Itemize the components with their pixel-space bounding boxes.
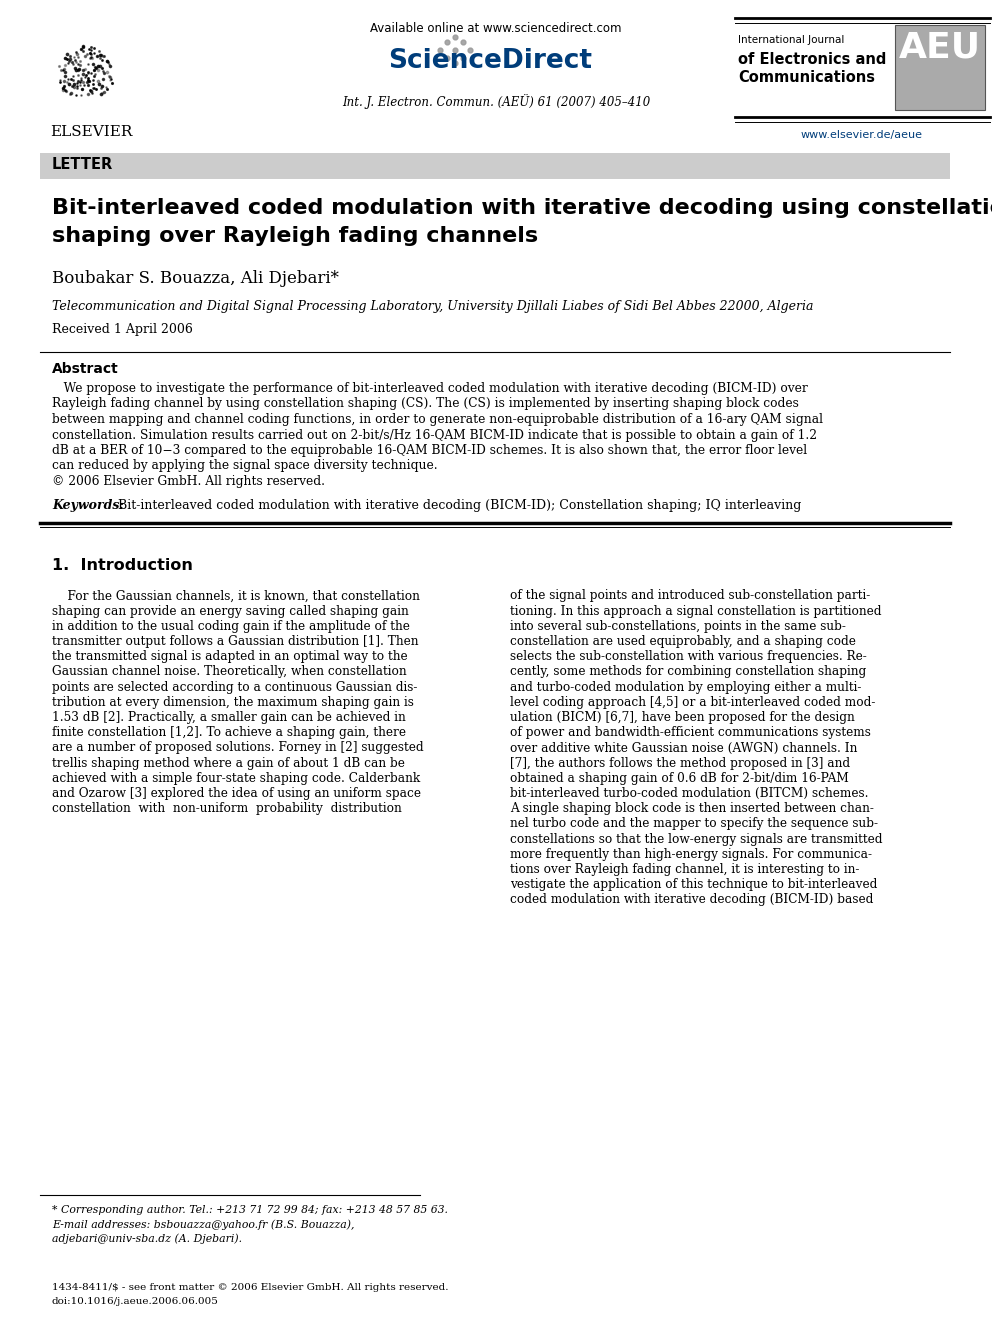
Text: Bit-interleaved coded modulation with iterative decoding (BICM-ID); Constellatio: Bit-interleaved coded modulation with it… xyxy=(118,499,802,512)
Text: tioning. In this approach a signal constellation is partitioned: tioning. In this approach a signal const… xyxy=(510,605,882,618)
Text: constellation. Simulation results carried out on 2-bit/s/Hz 16-QAM BICM-ID indic: constellation. Simulation results carrie… xyxy=(52,429,817,442)
Text: of Electronics and: of Electronics and xyxy=(738,52,887,67)
Text: Telecommunication and Digital Signal Processing Laboratory, University Djillali : Telecommunication and Digital Signal Pro… xyxy=(52,300,813,314)
Text: www.elsevier.de/aeue: www.elsevier.de/aeue xyxy=(801,130,923,140)
Text: Int. J. Electron. Commun. (AEÜ) 61 (2007) 405–410: Int. J. Electron. Commun. (AEÜ) 61 (2007… xyxy=(342,94,650,108)
Text: AEU: AEU xyxy=(899,30,981,64)
Text: constellations so that the low-energy signals are transmitted: constellations so that the low-energy si… xyxy=(510,832,883,845)
Text: 1.53 dB [2]. Practically, a smaller gain can be achieved in: 1.53 dB [2]. Practically, a smaller gain… xyxy=(52,710,406,724)
FancyBboxPatch shape xyxy=(40,153,950,179)
Text: LETTER: LETTER xyxy=(52,157,113,172)
Text: finite constellation [1,2]. To achieve a shaping gain, there: finite constellation [1,2]. To achieve a… xyxy=(52,726,406,740)
Text: Received 1 April 2006: Received 1 April 2006 xyxy=(52,323,192,336)
Text: ScienceDirect: ScienceDirect xyxy=(388,48,592,74)
Text: Rayleigh fading channel by using constellation shaping (CS). The (CS) is impleme: Rayleigh fading channel by using constel… xyxy=(52,397,799,410)
Text: Keywords:: Keywords: xyxy=(52,499,124,512)
Text: level coding approach [4,5] or a bit-interleaved coded mod-: level coding approach [4,5] or a bit-int… xyxy=(510,696,875,709)
Text: can reduced by applying the signal space diversity technique.: can reduced by applying the signal space… xyxy=(52,459,437,472)
Text: Available online at www.sciencedirect.com: Available online at www.sciencedirect.co… xyxy=(370,22,622,34)
Text: * Corresponding author. Tel.: +213 71 72 99 84; fax: +213 48 57 85 63.: * Corresponding author. Tel.: +213 71 72… xyxy=(52,1205,448,1215)
Text: E-mail addresses: bsbouazza@yahoo.fr (B.S. Bouazza),: E-mail addresses: bsbouazza@yahoo.fr (B.… xyxy=(52,1218,354,1229)
Text: constellation  with  non-uniform  probability  distribution: constellation with non-uniform probabili… xyxy=(52,802,402,815)
Text: Gaussian channel noise. Theoretically, when constellation: Gaussian channel noise. Theoretically, w… xyxy=(52,665,407,679)
Text: ulation (BICM) [6,7], have been proposed for the design: ulation (BICM) [6,7], have been proposed… xyxy=(510,710,855,724)
Text: Abstract: Abstract xyxy=(52,363,119,376)
Text: Bit-interleaved coded modulation with iterative decoding using constellation: Bit-interleaved coded modulation with it… xyxy=(52,198,992,218)
Text: between mapping and channel coding functions, in order to generate non-equiproba: between mapping and channel coding funct… xyxy=(52,413,823,426)
Text: coded modulation with iterative decoding (BICM-ID) based: coded modulation with iterative decoding… xyxy=(510,893,873,906)
Text: trellis shaping method where a gain of about 1 dB can be: trellis shaping method where a gain of a… xyxy=(52,757,405,770)
Text: Communications: Communications xyxy=(738,70,875,85)
Text: points are selected according to a continuous Gaussian dis-: points are selected according to a conti… xyxy=(52,681,418,693)
Text: 1.  Introduction: 1. Introduction xyxy=(52,557,192,573)
Text: Boubakar S. Bouazza, Ali Djebari*: Boubakar S. Bouazza, Ali Djebari* xyxy=(52,270,339,287)
Text: International Journal: International Journal xyxy=(738,34,844,45)
Text: in addition to the usual coding gain if the amplitude of the: in addition to the usual coding gain if … xyxy=(52,620,410,632)
Text: A single shaping block code is then inserted between chan-: A single shaping block code is then inse… xyxy=(510,802,874,815)
Text: tions over Rayleigh fading channel, it is interesting to in-: tions over Rayleigh fading channel, it i… xyxy=(510,863,859,876)
Text: and Ozarow [3] explored the idea of using an uniform space: and Ozarow [3] explored the idea of usin… xyxy=(52,787,421,800)
Text: constellation are used equiprobably, and a shaping code: constellation are used equiprobably, and… xyxy=(510,635,856,648)
Text: © 2006 Elsevier GmbH. All rights reserved.: © 2006 Elsevier GmbH. All rights reserve… xyxy=(52,475,325,488)
Text: ELSEVIER: ELSEVIER xyxy=(50,124,132,139)
Text: over additive white Gaussian noise (AWGN) channels. In: over additive white Gaussian noise (AWGN… xyxy=(510,741,857,754)
Text: obtained a shaping gain of 0.6 dB for 2-bit/dim 16-PAM: obtained a shaping gain of 0.6 dB for 2-… xyxy=(510,771,849,785)
Text: selects the sub-constellation with various frequencies. Re-: selects the sub-constellation with vario… xyxy=(510,651,867,663)
Text: doi:10.1016/j.aeue.2006.06.005: doi:10.1016/j.aeue.2006.06.005 xyxy=(52,1297,219,1306)
Text: vestigate the application of this technique to bit-interleaved: vestigate the application of this techni… xyxy=(510,878,877,892)
Text: more frequently than high-energy signals. For communica-: more frequently than high-energy signals… xyxy=(510,848,872,861)
Text: nel turbo code and the mapper to specify the sequence sub-: nel turbo code and the mapper to specify… xyxy=(510,818,878,831)
Text: bit-interleaved turbo-coded modulation (BITCM) schemes.: bit-interleaved turbo-coded modulation (… xyxy=(510,787,869,800)
Text: of the signal points and introduced sub-constellation parti-: of the signal points and introduced sub-… xyxy=(510,590,870,602)
FancyBboxPatch shape xyxy=(895,25,985,110)
Text: adjebari@univ-sba.dz (A. Djebari).: adjebari@univ-sba.dz (A. Djebari). xyxy=(52,1233,242,1244)
Text: transmitter output follows a Gaussian distribution [1]. Then: transmitter output follows a Gaussian di… xyxy=(52,635,419,648)
Text: are a number of proposed solutions. Forney in [2] suggested: are a number of proposed solutions. Forn… xyxy=(52,741,424,754)
Text: of power and bandwidth-efficient communications systems: of power and bandwidth-efficient communi… xyxy=(510,726,871,740)
Text: 1434-8411/$ - see front matter © 2006 Elsevier GmbH. All rights reserved.: 1434-8411/$ - see front matter © 2006 El… xyxy=(52,1283,448,1293)
Text: shaping can provide an energy saving called shaping gain: shaping can provide an energy saving cal… xyxy=(52,605,409,618)
Text: [7], the authors follows the method proposed in [3] and: [7], the authors follows the method prop… xyxy=(510,757,850,770)
Text: tribution at every dimension, the maximum shaping gain is: tribution at every dimension, the maximu… xyxy=(52,696,414,709)
Text: For the Gaussian channels, it is known, that constellation: For the Gaussian channels, it is known, … xyxy=(52,590,420,602)
Text: cently, some methods for combining constellation shaping: cently, some methods for combining const… xyxy=(510,665,866,679)
Text: dB at a BER of 10−3 compared to the equiprobable 16-QAM BICM-ID schemes. It is a: dB at a BER of 10−3 compared to the equi… xyxy=(52,445,807,456)
Text: into several sub-constellations, points in the same sub-: into several sub-constellations, points … xyxy=(510,620,846,632)
Text: shaping over Rayleigh fading channels: shaping over Rayleigh fading channels xyxy=(52,226,538,246)
Text: We propose to investigate the performance of bit-interleaved coded modulation wi: We propose to investigate the performanc… xyxy=(52,382,807,396)
Text: the transmitted signal is adapted in an optimal way to the: the transmitted signal is adapted in an … xyxy=(52,651,408,663)
Text: and turbo-coded modulation by employing either a multi-: and turbo-coded modulation by employing … xyxy=(510,681,861,693)
Text: achieved with a simple four-state shaping code. Calderbank: achieved with a simple four-state shapin… xyxy=(52,771,421,785)
